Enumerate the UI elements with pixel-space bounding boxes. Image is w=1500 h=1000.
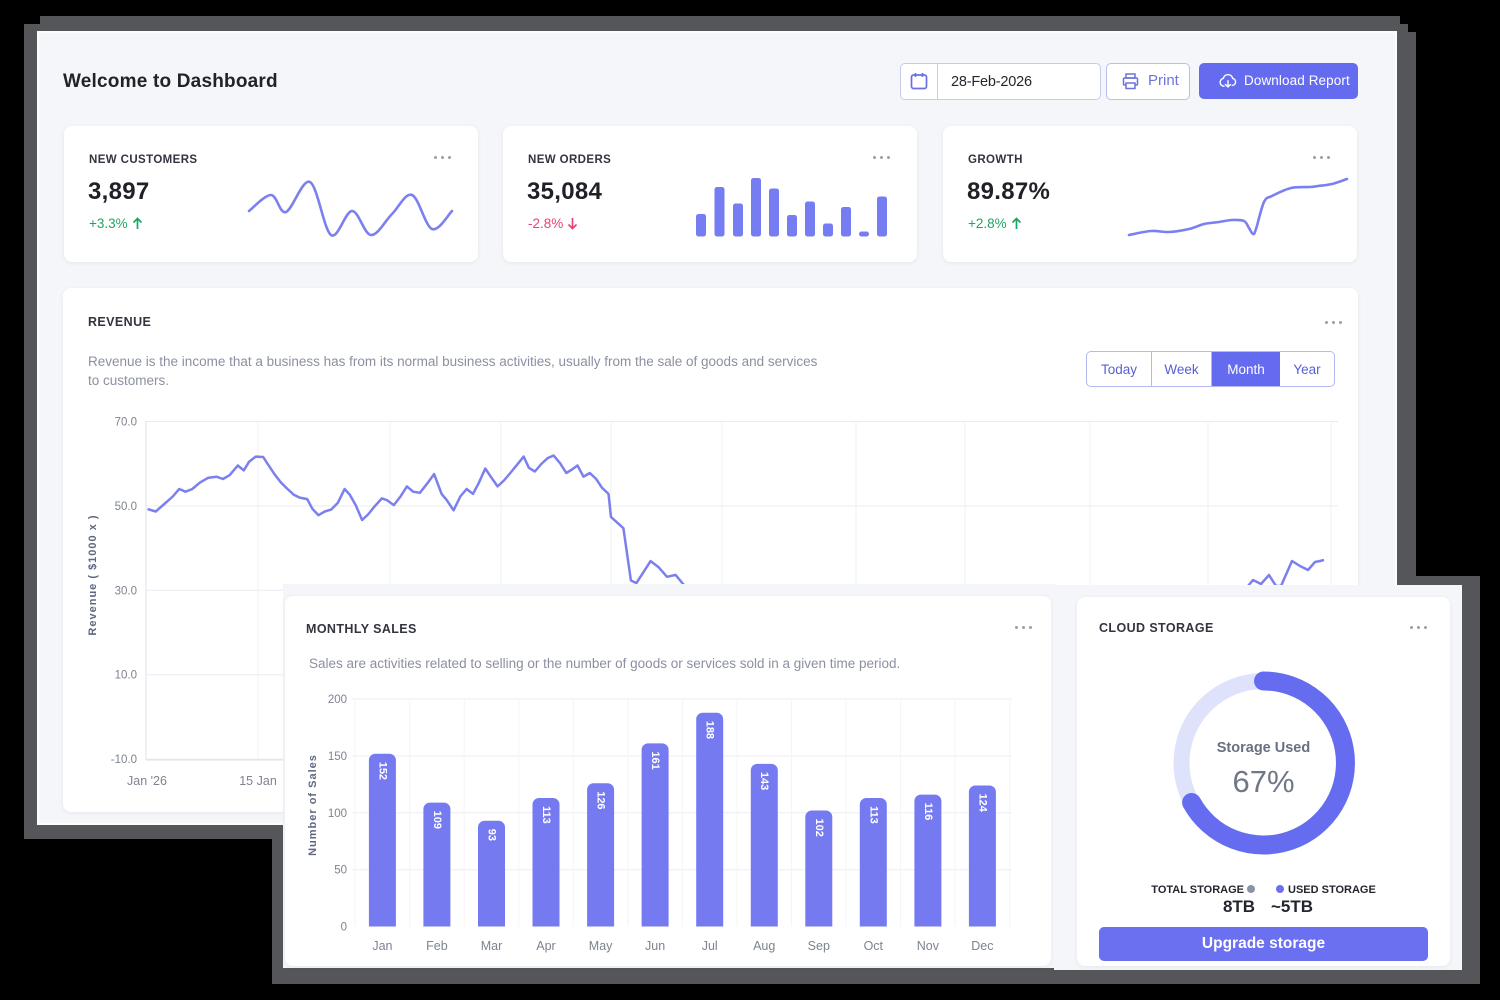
svg-text:Jan '26: Jan '26: [127, 774, 167, 788]
svg-text:200: 200: [328, 694, 347, 706]
svg-text:Storage Used: Storage Used: [1217, 740, 1310, 756]
svg-text:Sep: Sep: [808, 939, 830, 953]
svg-text:Jul: Jul: [702, 939, 718, 953]
svg-text:USED STORAGE: USED STORAGE: [1288, 884, 1376, 896]
svg-text:Jun: Jun: [645, 939, 665, 953]
svg-text:100: 100: [328, 808, 347, 820]
svg-text:8TB: 8TB: [1223, 897, 1255, 916]
svg-text:126: 126: [595, 791, 607, 809]
svg-text:188: 188: [704, 721, 716, 739]
svg-text:150: 150: [328, 751, 347, 763]
svg-text:-10.0: -10.0: [111, 754, 137, 766]
svg-text:102: 102: [813, 819, 825, 837]
svg-text:50.0: 50.0: [115, 501, 137, 513]
svg-text:Apr: Apr: [536, 939, 555, 953]
svg-text:113: 113: [540, 806, 552, 824]
svg-text:143: 143: [758, 772, 770, 790]
svg-text:~5TB: ~5TB: [1271, 897, 1313, 916]
svg-text:10.0: 10.0: [115, 670, 137, 682]
svg-text:Dec: Dec: [971, 939, 993, 953]
svg-text:67%: 67%: [1232, 764, 1294, 799]
svg-text:Mar: Mar: [481, 939, 503, 953]
svg-text:152: 152: [376, 762, 388, 780]
svg-text:50: 50: [334, 865, 347, 877]
svg-text:Revenue ( $1000 x ): Revenue ( $1000 x ): [87, 514, 99, 635]
svg-text:113: 113: [867, 806, 879, 824]
svg-text:Number of Sales: Number of Sales: [307, 754, 319, 856]
svg-text:70.0: 70.0: [115, 417, 137, 429]
svg-text:15 Jan: 15 Jan: [239, 774, 277, 788]
svg-text:116: 116: [922, 803, 934, 821]
svg-text:0: 0: [341, 922, 347, 934]
svg-text:30.0: 30.0: [115, 585, 137, 597]
svg-text:TOTAL STORAGE: TOTAL STORAGE: [1151, 884, 1244, 896]
svg-text:Feb: Feb: [426, 939, 448, 953]
svg-text:93: 93: [486, 829, 498, 841]
svg-text:May: May: [589, 939, 613, 953]
svg-text:109: 109: [431, 811, 443, 829]
svg-text:Oct: Oct: [864, 939, 884, 953]
svg-text:Nov: Nov: [917, 939, 940, 953]
svg-text:Aug: Aug: [753, 939, 775, 953]
svg-text:124: 124: [976, 794, 988, 813]
svg-text:161: 161: [649, 751, 661, 769]
svg-text:Jan: Jan: [372, 939, 392, 953]
